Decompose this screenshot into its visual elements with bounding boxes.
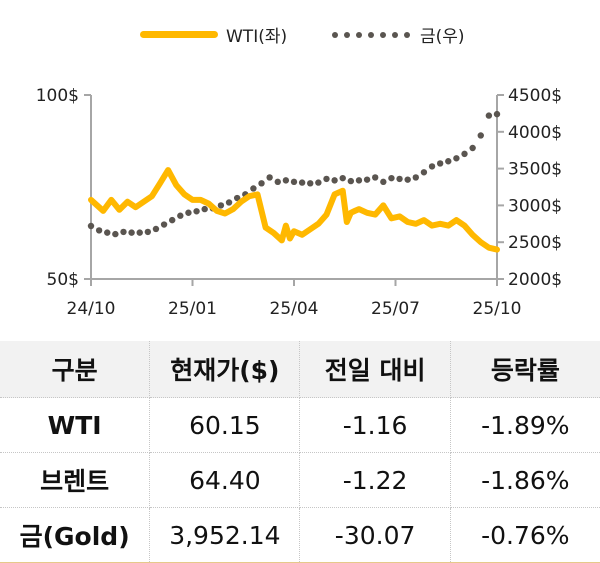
header-rate: 등락률 [450,341,600,398]
wti-series [88,167,500,253]
gold-series [87,110,501,238]
row-name: 브렌트 [0,452,151,508]
row-change: -1.22 [299,452,451,508]
svg-text:25/04: 25/04 [270,299,319,319]
svg-text:2500$: 2500$ [508,233,562,253]
axis-tick-labels: 4500$ 4000$ 3500$ 3000$ 2500$ 2000$ 24/10 25/01… [36,86,562,319]
svg-text:50$: 50$ [47,270,79,290]
row-name: 금(Gold) [0,507,151,563]
chart-legend: WTI(좌) 금(우) [0,22,600,52]
gold-dotted-swatch-icon [332,31,410,38]
price-table: 구분 현재가($) 전일 대비 등락률 WTI 60.15 -1.16 -1.8… [0,341,600,563]
svg-text:3500$: 3500$ [508,160,562,180]
dual-axis-line-chart: 4500$ 4000$ 3500$ 3000$ 2500$ 2000$ 24/10 25/01… [36,86,562,319]
table-row: 금(Gold) 3,952.14 -30.07 -0.76% [0,507,600,563]
legend-item-wti[interactable]: WTI(좌) [140,22,287,47]
svg-text:4500$: 4500$ [508,86,562,106]
svg-text:4000$: 4000$ [508,123,562,143]
header-price: 현재가($) [149,341,301,398]
svg-text:3000$: 3000$ [508,196,562,216]
legend-label-gold: 금(우) [420,27,465,47]
table-header-row: 구분 현재가($) 전일 대비 등락률 [0,341,600,398]
row-change: -1.16 [299,397,451,453]
row-price: 60.15 [149,397,301,453]
wti-line-swatch-icon [140,31,218,38]
legend-label-wti: WTI(좌) [226,27,288,47]
row-rate: -1.89% [450,397,600,453]
svg-text:24/10: 24/10 [67,299,116,319]
svg-text:2000$: 2000$ [508,270,562,290]
row-rate: -1.86% [450,452,600,508]
svg-text:25/07: 25/07 [371,299,420,319]
table-row: WTI 60.15 -1.16 -1.89% [0,397,600,453]
row-rate: -0.76% [450,507,600,563]
chart-axes [84,94,504,286]
svg-text:25/01: 25/01 [168,299,217,319]
svg-text:25/10: 25/10 [473,299,522,319]
svg-text:100$: 100$ [36,86,79,106]
legend-item-gold[interactable]: 금(우) [332,22,465,47]
row-name: WTI [0,397,151,453]
row-change: -30.07 [299,507,451,563]
row-price: 3,952.14 [149,507,301,563]
header-category: 구분 [0,341,151,398]
row-price: 64.40 [149,452,301,508]
table-row: 브렌트 64.40 -1.22 -1.86% [0,452,600,508]
header-change: 전일 대비 [299,341,451,398]
